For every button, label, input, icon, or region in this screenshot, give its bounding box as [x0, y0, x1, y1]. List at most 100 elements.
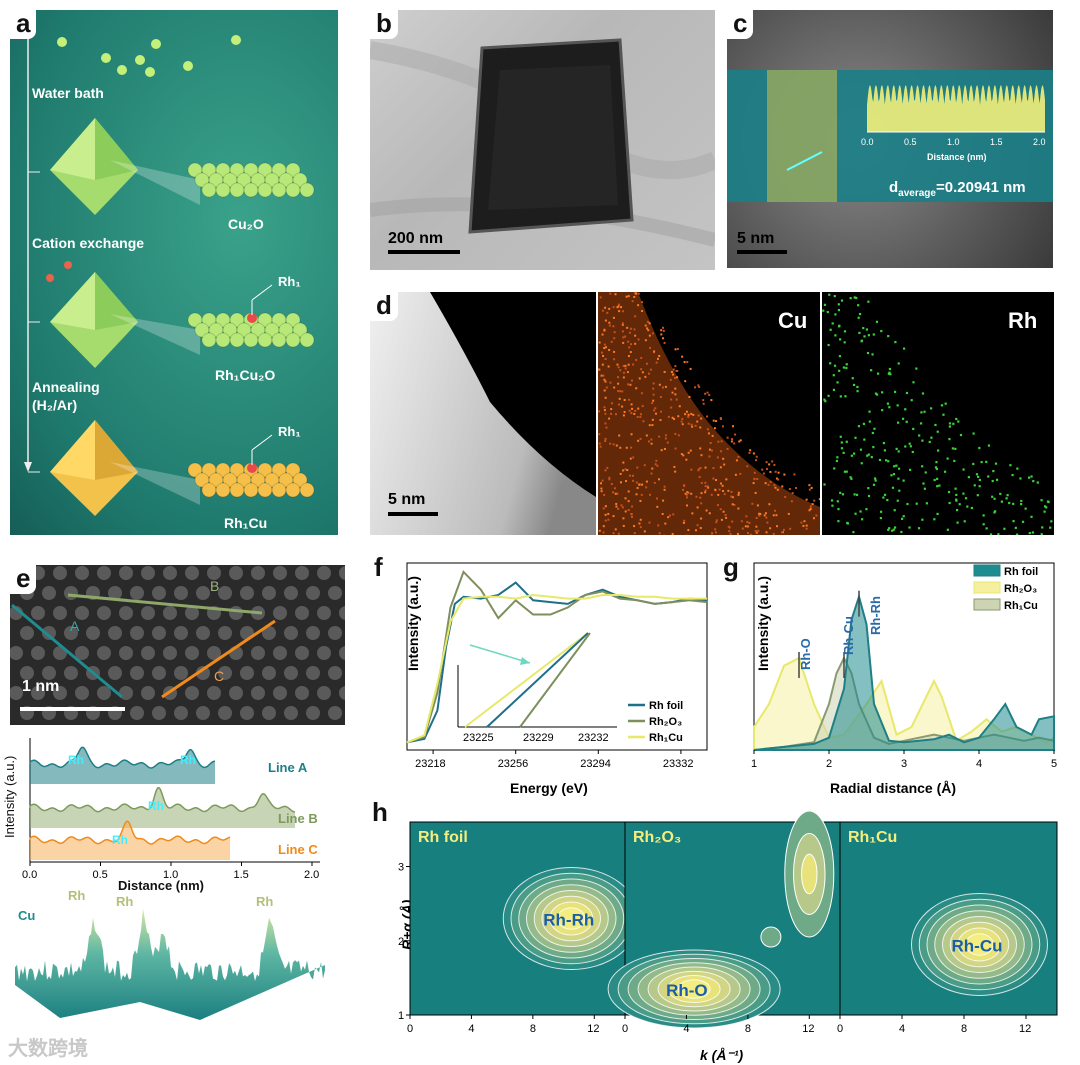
- panel-label-e: e: [10, 563, 37, 594]
- panel-label-d: d: [370, 290, 398, 321]
- label-rh1cu2o: Rh₁Cu₂O: [215, 367, 275, 383]
- f-inset-tick-2: 23232: [578, 732, 609, 744]
- g-legend-2: Rh₁Cu: [1004, 600, 1038, 612]
- c-tick-1: 0.5: [904, 137, 917, 147]
- label-rh1cu: Rh₁Cu: [224, 515, 267, 531]
- scale-bar-b: [388, 250, 460, 254]
- panel-d-rh-map: Rh: [822, 292, 1054, 535]
- octahedron-rh1cu: [50, 420, 200, 516]
- rh-peak-c: Rh: [112, 833, 128, 847]
- f-ylabel: Intensity (a.u.): [405, 576, 421, 671]
- rh-peak-a2: Rh: [180, 753, 196, 767]
- f-legend-2: Rh₁Cu: [649, 732, 683, 744]
- h-tick-2-0: 0: [837, 1023, 843, 1035]
- label-rh1-single-atom-a: Rh₁: [278, 274, 301, 289]
- wavelet-title-0: Rh foil: [418, 829, 468, 846]
- h-ytick-0: 1: [398, 1010, 404, 1022]
- h-tick-0-0: 0: [407, 1023, 413, 1035]
- g-legend-0: Rh foil: [1004, 566, 1038, 578]
- c-tick-3: 1.5: [990, 137, 1003, 147]
- h-ytick-1: 2: [398, 936, 404, 948]
- annot-rh-cu: Rh-Cu: [841, 616, 856, 655]
- panel-b-tem: 200 nm: [370, 10, 715, 270]
- panel-label-c: c: [727, 8, 754, 39]
- watermark: 大数跨境: [8, 1038, 88, 1060]
- legend-line-c: Line C: [278, 842, 318, 857]
- annot-rh-o: Rh-O: [798, 638, 813, 670]
- h-tick-2-1: 4: [899, 1023, 905, 1035]
- wavelet-title-2: Rh₁Cu: [848, 829, 897, 846]
- e-tick-3: 1.5: [234, 869, 249, 881]
- h-ytick-2: 3: [398, 862, 404, 874]
- surface-rh-2: Rh: [116, 894, 133, 909]
- c-tick-4: 2.0: [1033, 137, 1046, 147]
- c-tick-0: 0.0: [861, 137, 874, 147]
- e-tick-0: 0.0: [22, 869, 37, 881]
- g-xlabel: Radial distance (Å): [830, 780, 956, 796]
- h-tick-2-2: 8: [961, 1023, 967, 1035]
- surface-rh-1: Rh: [68, 890, 85, 903]
- f-legend-0: Rh foil: [649, 700, 683, 712]
- surface-cu-label: Cu: [18, 908, 35, 923]
- panel-f-xanes: 23225 23229 23232 23218 23256 23294 23332 Int…: [370, 555, 715, 800]
- panel-h-wavelet: R+α (Å) k (Å⁻¹) Rh-Rh Rh foil 0 4 8 12 1 2 3 Rh-O…: [370, 800, 1070, 1065]
- rh-peak-b: Rh: [148, 799, 164, 813]
- c-tick-2: 1.0: [947, 137, 960, 147]
- line-a-label: A: [70, 618, 80, 634]
- wavelet-title-1: Rh₂O₃: [633, 829, 681, 846]
- panel-a: Water bath Cation exchange Annealing (H₂…: [10, 10, 338, 535]
- panel-label-g: g: [723, 552, 739, 582]
- rh-map-label: Rh: [1008, 308, 1037, 333]
- scale-label-d: 5 nm: [388, 491, 425, 508]
- e-tick-1: 0.5: [93, 869, 108, 881]
- rh-peak-a1: Rh: [68, 753, 84, 767]
- h-tick-1-3: 12: [802, 1023, 814, 1035]
- profile-line: [786, 151, 823, 171]
- line-c: [161, 619, 276, 699]
- panel-e-3d-surface: Cu Rh Rh Rh: [0, 890, 345, 1025]
- f-tick-3: 23332: [663, 758, 694, 770]
- g-tick-0: 1: [751, 758, 757, 770]
- cu-map-label: Cu: [778, 308, 807, 333]
- step-cation-exchange: Cation exchange: [32, 235, 144, 251]
- g-legend-1: Rh₂O₃: [1004, 583, 1037, 595]
- g-tick-1: 2: [826, 758, 832, 770]
- g-tick-4: 5: [1051, 758, 1057, 770]
- scale-label-c: 5 nm: [737, 230, 774, 247]
- e-xlabel: Distance (nm): [118, 878, 204, 893]
- line-b-label: B: [210, 578, 219, 594]
- f-tick-0: 23218: [415, 758, 446, 770]
- wavelet-map-1: Rh-O Rh₂O₃ 0 4 8 12: [607, 810, 841, 1035]
- panel-label-a: a: [10, 8, 37, 39]
- surface-rh-3: Rh: [256, 894, 273, 909]
- h-tick-0-2: 8: [530, 1023, 536, 1035]
- panel-e-stem: A B C 1 nm: [10, 565, 345, 725]
- wavelet-peak-label-0: Rh-Rh: [543, 911, 594, 930]
- step-annealing: Annealing: [32, 379, 100, 395]
- panel-c-hrtem: 0.0 0.5 1.0 1.5 2.0 Distance (nm) daverage=0…: [727, 10, 1053, 268]
- e-ylabel: Intensity (a.u.): [2, 756, 17, 838]
- line-b: [67, 593, 263, 615]
- step-water-bath: Water bath: [32, 85, 104, 101]
- f-inset-tick-1: 23229: [523, 732, 554, 744]
- lattice-profile-xlabel: Distance (nm): [927, 152, 987, 162]
- atom-slab-rh1cu: [187, 462, 315, 498]
- h-tick-0-3: 12: [587, 1023, 599, 1035]
- atom-slab-cu2o: [187, 162, 315, 198]
- f-series-1: [406, 570, 708, 744]
- f-xlabel: Energy (eV): [510, 780, 588, 796]
- f-tick-1: 23256: [498, 758, 529, 770]
- f-tick-2: 23294: [580, 758, 611, 770]
- panel-label-h: h: [372, 797, 388, 827]
- scale-label-b: 200 nm: [388, 230, 443, 247]
- h-tick-2-3: 12: [1019, 1023, 1031, 1035]
- process-arrow-head: [24, 462, 32, 472]
- d-spacing-label: daverage=0.20941 nm: [889, 179, 1026, 199]
- h-tick-1-2: 8: [745, 1023, 751, 1035]
- line-c-label: C: [214, 668, 224, 684]
- panel-d-cu-map: Cu: [598, 292, 820, 535]
- wavelet-peak-label-2: Rh-Cu: [952, 936, 1003, 955]
- panel-label-f: f: [374, 552, 383, 582]
- legend-line-b: Line B: [278, 811, 318, 826]
